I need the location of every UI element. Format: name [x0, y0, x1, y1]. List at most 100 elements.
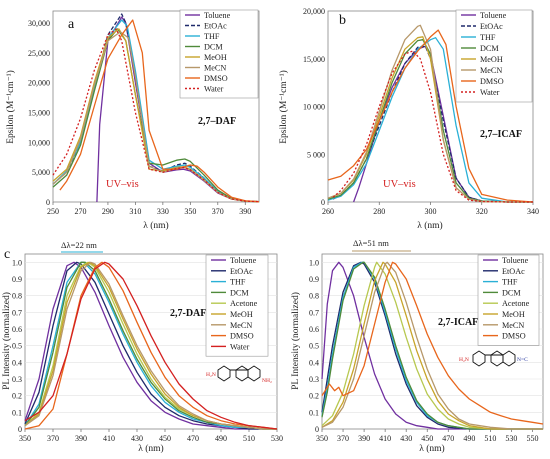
x-tick-label: 370 [212, 207, 224, 216]
x-tick-label: 390 [358, 434, 370, 443]
shift-label-c: Δλ=22 nm [61, 240, 97, 250]
legend-label-meoh: MeOH [502, 310, 525, 319]
x-tick-label: 270 [74, 207, 86, 216]
series-line-dcm [52, 28, 260, 203]
series-line-toluene [24, 261, 277, 430]
legend-label-etoac: EtOAc [480, 22, 503, 31]
x-tick-label: 530 [271, 434, 283, 443]
legend-label-acetone: Acetone [502, 299, 530, 308]
legend-label-mecn: MeCN [204, 64, 226, 73]
xlabel-a: λ (nm) [143, 220, 168, 231]
x-tick-label: 490 [215, 434, 227, 443]
legend-label-toluene: Toluene [230, 256, 257, 265]
x-tick-label: 550 [526, 434, 538, 443]
y-tick-label: 0.8 [309, 292, 319, 301]
legend-label-mecn: MeCN [230, 321, 252, 330]
x-tick-label: 290 [102, 207, 114, 216]
y-tick-label: 0.5 [309, 342, 319, 351]
x-tick-label: 410 [379, 434, 391, 443]
y-tick-label: 5 000 [307, 150, 325, 159]
y-tick-label: 0.2 [309, 392, 319, 401]
x-tick-label: 510 [243, 434, 255, 443]
legend-label-acetone: Acetone [230, 299, 258, 308]
ylabel-d: PL Intensity (normalized) [290, 292, 301, 390]
legend-label-dmso: DMSO [204, 74, 228, 83]
x-tick-label: 310 [129, 207, 141, 216]
y-tick-label: 25,000 [28, 49, 50, 58]
series-line-dmso [59, 19, 260, 203]
legend-label-etoac: EtOAc [502, 267, 525, 276]
legend-box [477, 254, 540, 346]
x-tick-label: 390 [239, 207, 251, 216]
series-line-dcm [327, 39, 533, 203]
series-line-meoh [321, 261, 543, 430]
series-line-dcm [321, 261, 543, 430]
legend-label-dcm: DCM [480, 44, 499, 53]
legend-label-meoh: MeOH [204, 53, 227, 62]
legend-label-dcm: DCM [230, 288, 249, 297]
axes-a: 0 5,000 10,000 15,000 20,000 25,000 30,000 250 2… [28, 19, 251, 216]
y-tick-label: 20,000 [303, 7, 325, 16]
y-tick-label: 0.9 [12, 275, 22, 284]
ylabel-b: Epsilon (M⁻¹cm⁻¹) [278, 70, 289, 144]
panel-c: 0 0.1 0.2 0.3 0.4 0.5 0.6 0.7 0.8 0.9 1.0 350 370 390… [1, 240, 283, 454]
axes-c: 0 0.1 0.2 0.3 0.4 0.5 0.6 0.7 0.8 0.9 1.0 350 370 390… [12, 258, 283, 443]
compound-label-c: 2,7-DAF [170, 308, 206, 319]
series-line-mecn [321, 261, 543, 430]
y-tick-label: 0.9 [309, 275, 319, 284]
axes-b: 0 5 000 10 000 15,000 20,000 260 280 300 320 340 [303, 7, 539, 216]
plot-frame-c [24, 253, 278, 430]
plot-frame-d [321, 253, 544, 430]
panel-letter-b: b [339, 13, 346, 28]
legend-label-thf: THF [480, 33, 496, 42]
x-tick-label: 320 [476, 207, 488, 216]
molecule-structure-d: H₂N N=C [459, 350, 528, 367]
legend-label-dcm: DCM [204, 43, 223, 52]
legend-label-thf: THF [230, 278, 246, 287]
panel-d: 0 0.1 0.2 0.3 0.4 0.5 0.6 0.7 0.8 0.9 1.0 350 370 390… [290, 238, 544, 454]
x-tick-label: 350 [316, 434, 328, 443]
legend-b: Toluene EtOAc THF DCM MeOH MeCN DMSO Water [455, 9, 533, 103]
x-tick-label: 370 [337, 434, 349, 443]
y-tick-label: 0.1 [12, 408, 22, 417]
compound-label-b: 2,7–ICAF [480, 129, 522, 140]
y-tick-label: 0 [315, 425, 319, 434]
y-tick-label: 0 [321, 198, 325, 207]
y-tick-label: 0.5 [12, 342, 22, 351]
x-tick-label: 430 [400, 434, 412, 443]
plot-frame-a [52, 10, 260, 203]
legend-label-mecn: MeCN [502, 321, 524, 330]
y-tick-label: 10 000 [303, 103, 325, 112]
x-tick-label: 350 [184, 207, 196, 216]
legend-label-toluene: Toluene [204, 11, 231, 20]
legend-label-dmso: DMSO [480, 77, 504, 86]
shift-label-d: Δλ=51 nm [353, 238, 389, 248]
y-tick-label: 1.0 [12, 258, 22, 267]
amine-label-right-c: NH₂ [262, 378, 272, 384]
x-tick-label: 490 [463, 434, 475, 443]
series-line-water [24, 261, 278, 430]
y-tick-label: 0.6 [309, 325, 319, 334]
ylabel-a: Epsilon (M⁻¹cm⁻¹) [5, 70, 16, 144]
x-tick-label: 260 [322, 207, 334, 216]
panel-letter-c: c [4, 247, 10, 262]
x-tick-label: 350 [19, 434, 31, 443]
x-tick-label: 280 [373, 207, 385, 216]
legend-label-thf: THF [502, 278, 518, 287]
x-tick-label: 300 [425, 207, 437, 216]
series-line-mecn [24, 261, 277, 430]
legend-label-etoac: EtOAc [204, 22, 227, 31]
x-tick-label: 330 [157, 207, 169, 216]
series-line-mecn [52, 31, 260, 203]
y-tick-label: 0.3 [309, 375, 319, 384]
series-line-acetone [321, 261, 543, 430]
y-tick-label: 0.7 [12, 308, 22, 317]
y-tick-label: 1.0 [309, 258, 319, 267]
y-tick-label: 30,000 [28, 19, 50, 28]
legend-label-thf: THF [204, 32, 220, 41]
y-tick-label: 20,000 [28, 79, 50, 88]
compound-label-d: 2,7-ICAF [438, 317, 478, 328]
series-line-thf [24, 261, 277, 430]
